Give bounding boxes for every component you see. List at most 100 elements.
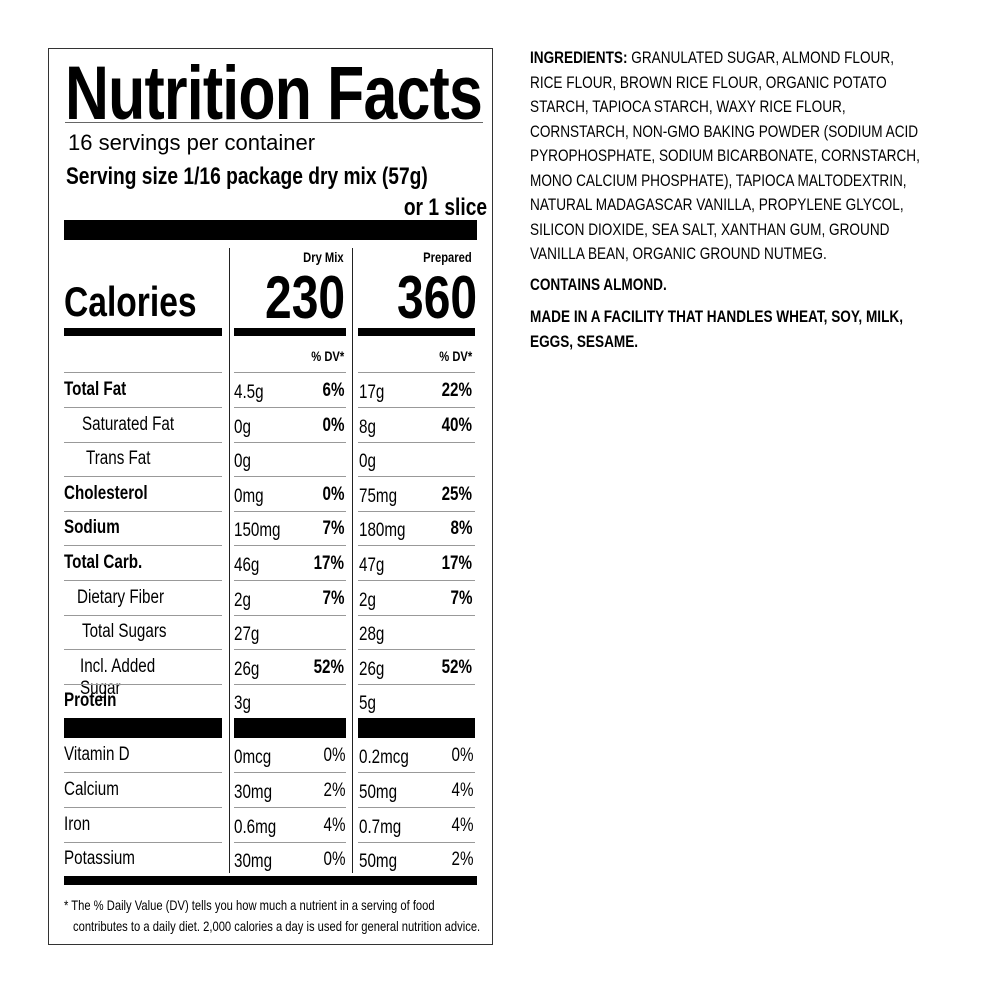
ingredients-line: GRANULATED SUGAR, ALMOND FLOUR,	[627, 48, 894, 67]
prepared-amount: 180mg	[359, 520, 406, 542]
row-divider	[358, 807, 475, 808]
nutrient-label: Cholesterol	[64, 482, 148, 504]
calories-bar	[234, 328, 346, 336]
dry-mix-dv: 2%	[323, 779, 345, 801]
nutrient-row: Saturated Fat 0g 0% 8g 40%	[0, 408, 1000, 442]
prepared-amount: 47g	[359, 555, 385, 576]
ingredients-line: MONO CALCIUM PHOSPHATE), TAPIOCA MALTODE…	[530, 170, 907, 190]
row-divider	[358, 372, 475, 373]
nutrient-label: Sodium	[64, 517, 120, 539]
nutrient-row: Total Sugars 27g 28g	[0, 615, 1000, 649]
row-divider	[358, 580, 475, 581]
prepared-amount: 17g	[359, 382, 385, 403]
dry-mix-dv: 17%	[313, 553, 344, 574]
row-divider	[234, 476, 346, 477]
prepared-amount: 75mg	[359, 485, 398, 507]
prepared-amount: 28g	[359, 624, 385, 646]
dry-mix-amount: 0mg	[234, 485, 264, 507]
prepared-amount: 50mg	[359, 851, 398, 873]
vitamin-row: Iron 0.6mg 4% 0.7mg 4%	[0, 808, 1000, 842]
prepared-dv: 52%	[441, 656, 472, 678]
divider	[65, 122, 483, 123]
row-divider	[358, 407, 475, 408]
prepared-amount: 0.2mcg	[359, 747, 409, 768]
ingredients-line: VANILLA BEAN, ORGANIC GROUND NUTMEG.	[530, 244, 827, 263]
row-divider	[234, 580, 346, 581]
prepared-header: Prepared	[423, 249, 472, 265]
thick-divider	[64, 220, 477, 240]
footnote-line: * The % Daily Value (DV) tells you how m…	[64, 897, 435, 913]
ingredients-line: NATURAL MADAGASCAR VANILLA, PROPYLENE GL…	[530, 195, 904, 214]
ingredients-line: SILICON DIOXIDE, SEA SALT, XANTHAN GUM, …	[530, 219, 890, 239]
prepared-amount: 2g	[359, 589, 376, 611]
nutrient-label: Total Sugars	[82, 621, 167, 643]
dry-mix-dv: 0%	[323, 849, 345, 871]
row-divider	[64, 511, 222, 512]
row-divider	[64, 684, 222, 685]
prepared-amount: 0.7mg	[359, 816, 402, 838]
calories-label: Calories	[64, 278, 197, 325]
thick-divider	[358, 718, 475, 738]
calories-bar	[358, 328, 475, 336]
serving-size-alt: or 1 slice	[403, 194, 487, 221]
dry-mix-dv: 0%	[322, 483, 344, 505]
vitamin-row: Potassium 30mg 0% 50mg 2%	[0, 842, 1000, 876]
row-divider	[64, 807, 222, 808]
dry-mix-amount: 0g	[234, 416, 251, 438]
dry-mix-dv: 4%	[323, 814, 345, 836]
dry-mix-amount: 0.6mg	[234, 816, 277, 838]
prepared-dv: 0%	[451, 745, 473, 766]
nutrient-label: Dietary Fiber	[77, 586, 164, 608]
thick-divider	[234, 718, 346, 738]
row-divider	[64, 372, 222, 373]
calories-bar	[64, 328, 222, 336]
dry-mix-amount: 30mg	[234, 781, 273, 803]
row-divider	[64, 842, 222, 843]
ingredients-line: CORNSTARCH, NON-GMO BAKING POWDER (SODIU…	[530, 121, 919, 141]
prepared-amount: 8g	[359, 416, 376, 438]
dry-mix-dv: 7%	[322, 587, 344, 609]
row-divider	[234, 511, 346, 512]
dry-mix-amount: 2g	[234, 589, 251, 611]
nutrient-row: Total Carb. 46g 17% 47g 17%	[0, 546, 1000, 580]
dry-mix-amount: 46g	[234, 555, 260, 576]
dry-mix-amount: 0g	[234, 451, 251, 473]
nutrient-row: Trans Fat 0g 0g	[0, 442, 1000, 476]
nutrient-label: Total Fat	[64, 379, 127, 400]
column-divider	[229, 248, 230, 873]
vitamin-row: Calcium 30mg 2% 50mg 4%	[0, 773, 1000, 807]
nutrient-label: Trans Fat	[86, 448, 151, 470]
ingredients-heading: INGREDIENTS:	[530, 48, 628, 67]
ingredients-list: INGREDIENTS: GRANULATED SUGAR, ALMOND FL…	[530, 46, 1000, 267]
nutrition-facts-title: Nutrition Facts	[65, 51, 483, 136]
dry-mix-dv: 52%	[313, 656, 344, 678]
row-divider	[358, 476, 475, 477]
row-divider	[358, 511, 475, 512]
row-divider	[234, 842, 346, 843]
facility-warning: MADE IN A FACILITY THAT HANDLES WHEAT, S…	[530, 307, 903, 351]
dry-mix-header: Dry Mix	[303, 249, 344, 265]
ingredients-line: PYROPHOSPHATE, SODIUM BICARBONATE, CORNS…	[530, 146, 920, 165]
dry-mix-dv-header: % DV*	[311, 348, 344, 364]
dry-mix-amount: 30mg	[234, 851, 273, 873]
row-divider	[234, 684, 346, 685]
prepared-amount: 50mg	[359, 781, 398, 803]
ingredients-line: RICE FLOUR, BROWN RICE FLOUR, ORGANIC PO…	[530, 72, 887, 92]
nutrient-row: Protein 3g 5g	[0, 684, 1000, 718]
prepared-dv: 25%	[441, 483, 472, 505]
nutrient-row: Cholesterol 0mg 0% 75mg 25%	[0, 477, 1000, 511]
vitamin-label: Vitamin D	[64, 744, 130, 765]
dry-mix-amount: 3g	[234, 693, 251, 715]
prepared-dv: 17%	[441, 553, 472, 574]
vitamin-row: Vitamin D 0mcg 0% 0.2mcg 0%	[0, 738, 1000, 772]
dry-mix-dv: 0%	[322, 414, 344, 436]
row-divider	[234, 372, 346, 373]
row-divider	[64, 649, 222, 650]
nutrient-label: Incl. Added Sugar	[80, 655, 156, 699]
footnote-line: contributes to a daily diet. 2,000 calor…	[73, 918, 481, 934]
prepared-dv: 7%	[450, 587, 472, 609]
prepared-amount: 5g	[359, 693, 376, 715]
prepared-dv: 4%	[451, 779, 473, 801]
vitamin-label: Potassium	[64, 848, 135, 870]
row-divider	[64, 442, 222, 443]
